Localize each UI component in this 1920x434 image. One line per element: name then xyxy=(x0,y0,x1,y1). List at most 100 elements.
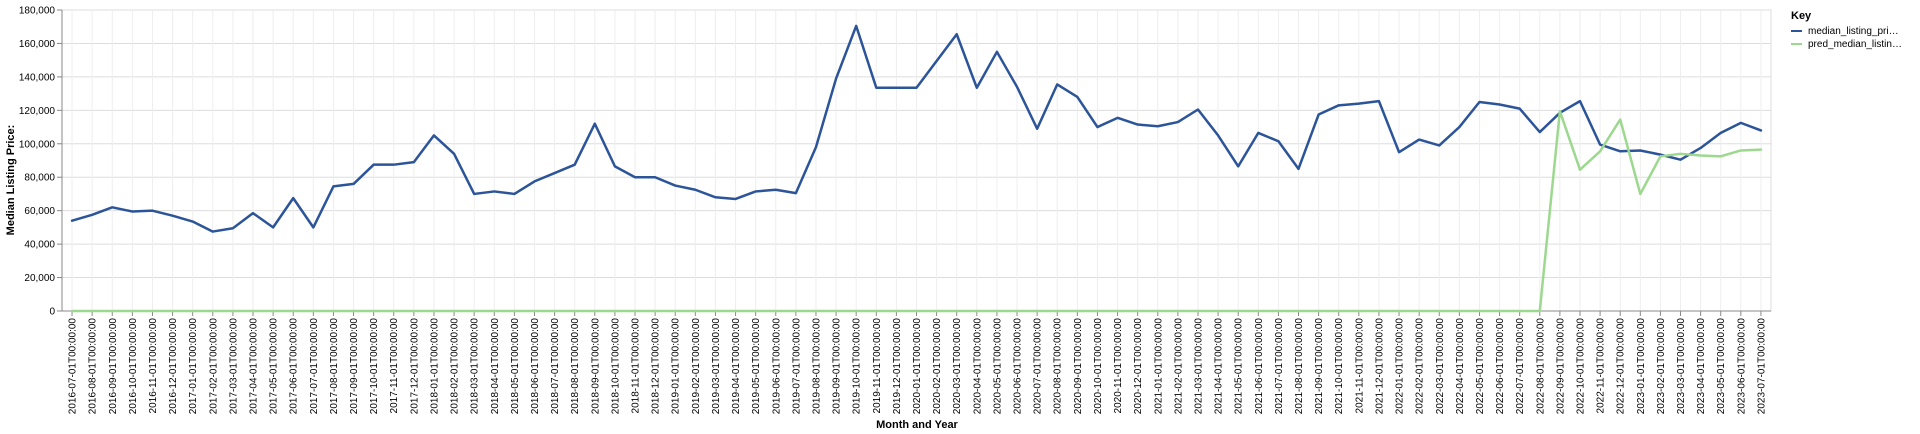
y-tick-label: 80,000 xyxy=(24,173,55,184)
x-tick-label: 2022-04-01T00:00:00 xyxy=(1455,318,1466,415)
x-tick-label: 2021-03-01T00:00:00 xyxy=(1193,318,1204,415)
x-tick-label: 2021-09-01T00:00:00 xyxy=(1314,318,1325,415)
x-tick-label: 2019-01-01T00:00:00 xyxy=(671,318,682,415)
x-tick-label: 2017-07-01T00:00:00 xyxy=(309,318,320,415)
x-tick-label: 2020-08-01T00:00:00 xyxy=(1053,318,1064,415)
x-tick-label: 2018-07-01T00:00:00 xyxy=(550,318,561,415)
series-line-pred-median-listing-price xyxy=(70,109,1763,313)
y-tick-label: 60,000 xyxy=(24,206,55,217)
x-tick-label: 2020-04-01T00:00:00 xyxy=(972,318,983,415)
x-tick-label: 2019-03-01T00:00:00 xyxy=(711,318,722,415)
x-tick-label: 2021-01-01T00:00:00 xyxy=(1153,318,1164,415)
legend-label-median-listing-price: median_listing_pri… xyxy=(1808,26,1899,37)
x-tick-label: 2022-03-01T00:00:00 xyxy=(1435,318,1446,415)
y-tick-label: 20,000 xyxy=(24,273,55,284)
legend-item-pred-median-listing-price[interactable]: pred_median_listin… xyxy=(1791,39,1902,50)
y-axis-title: Median Listing Price: xyxy=(5,125,17,236)
x-tick-label: 2023-05-01T00:00:00 xyxy=(1716,318,1727,415)
y-tick-label: 180,000 xyxy=(19,6,56,17)
x-tick-label: 2016-09-01T00:00:00 xyxy=(108,318,119,415)
x-tick-label: 2020-12-01T00:00:00 xyxy=(1133,318,1144,415)
x-tick-label: 2017-05-01T00:00:00 xyxy=(269,318,280,415)
x-tick-label: 2019-10-01T00:00:00 xyxy=(852,318,863,415)
axes: 0 20,000 40,000 60,000 80,000 100,000 120,000 1… xyxy=(19,6,1771,415)
x-tick-label: 2022-10-01T00:00:00 xyxy=(1575,318,1586,415)
x-tick-label: 2019-09-01T00:00:00 xyxy=(832,318,843,415)
x-tick-label: 2022-11-01T00:00:00 xyxy=(1596,318,1607,414)
y-tick-label: 160,000 xyxy=(19,39,56,50)
y-tick-label: 0 xyxy=(49,307,55,318)
x-tick-label: 2017-06-01T00:00:00 xyxy=(289,318,300,415)
x-tick-label: 2022-01-01T00:00:00 xyxy=(1395,318,1406,415)
x-tick-label: 2020-07-01T00:00:00 xyxy=(1033,318,1044,415)
x-tick-label: 2016-07-01T00:00:00 xyxy=(68,318,79,415)
x-tick-label: 2018-04-01T00:00:00 xyxy=(490,318,501,415)
x-tick-label: 2023-01-01T00:00:00 xyxy=(1636,318,1647,415)
x-tick-label: 2018-02-01T00:00:00 xyxy=(450,318,461,415)
x-tick-label: 2021-05-01T00:00:00 xyxy=(1234,318,1245,415)
x-tick-label: 2022-12-01T00:00:00 xyxy=(1616,318,1627,415)
x-tick-label: 2023-06-01T00:00:00 xyxy=(1736,318,1747,415)
x-tick-label: 2018-10-01T00:00:00 xyxy=(610,318,621,415)
x-tick-label: 2019-04-01T00:00:00 xyxy=(731,318,742,415)
x-tick-label: 2017-08-01T00:00:00 xyxy=(329,318,340,415)
x-tick-label: 2020-10-01T00:00:00 xyxy=(1093,318,1104,415)
x-tick-label: 2020-05-01T00:00:00 xyxy=(992,318,1003,415)
x-tick-label: 2017-11-01T00:00:00 xyxy=(389,318,400,414)
legend: Key median_listing_pri… pred_median_list… xyxy=(1791,10,1902,50)
x-tick-label: 2022-05-01T00:00:00 xyxy=(1475,318,1486,415)
x-tick-label: 2019-07-01T00:00:00 xyxy=(791,318,802,415)
x-tick-label: 2022-06-01T00:00:00 xyxy=(1495,318,1506,415)
x-tick-label: 2020-06-01T00:00:00 xyxy=(1013,318,1024,415)
x-tick-label: 2018-03-01T00:00:00 xyxy=(470,318,481,415)
legend-label-pred-median-listing-price: pred_median_listin… xyxy=(1808,39,1902,50)
x-tick-label: 2018-09-01T00:00:00 xyxy=(590,318,601,415)
x-tick-label: 2021-04-01T00:00:00 xyxy=(1214,318,1225,415)
x-tick-label: 2023-02-01T00:00:00 xyxy=(1656,318,1667,415)
x-tick-label: 2021-08-01T00:00:00 xyxy=(1294,318,1305,415)
x-axis-title: Month and Year xyxy=(876,419,958,431)
y-tick-label: 120,000 xyxy=(19,106,56,117)
x-tick-label: 2023-04-01T00:00:00 xyxy=(1696,318,1707,415)
x-tick-label: 2021-11-01T00:00:00 xyxy=(1354,318,1365,414)
series-line-median-listing-price xyxy=(70,24,1763,233)
x-tick-label: 2020-11-01T00:00:00 xyxy=(1113,318,1124,414)
x-tick-label: 2017-02-01T00:00:00 xyxy=(208,318,219,415)
x-tick-label: 2018-11-01T00:00:00 xyxy=(631,318,642,414)
x-tick-label: 2018-06-01T00:00:00 xyxy=(530,318,541,415)
x-tick-label: 2018-01-01T00:00:00 xyxy=(429,318,440,415)
grid-lines xyxy=(61,9,1772,312)
x-tick-label: 2021-07-01T00:00:00 xyxy=(1274,318,1285,415)
x-tick-label: 2020-02-01T00:00:00 xyxy=(932,318,943,415)
x-tick-label: 2021-10-01T00:00:00 xyxy=(1334,318,1345,415)
x-tick-label: 2019-12-01T00:00:00 xyxy=(892,318,903,415)
x-tick-label: 2016-12-01T00:00:00 xyxy=(168,318,179,415)
x-tick-label: 2017-03-01T00:00:00 xyxy=(228,318,239,415)
x-tick-label: 2023-03-01T00:00:00 xyxy=(1676,318,1687,415)
x-tick-label: 2019-06-01T00:00:00 xyxy=(771,318,782,415)
x-tick-label: 2017-12-01T00:00:00 xyxy=(409,318,420,415)
series-lines xyxy=(70,24,1763,313)
x-tick-label: 2018-08-01T00:00:00 xyxy=(570,318,581,415)
x-tick-label: 2020-03-01T00:00:00 xyxy=(952,318,963,415)
x-tick-label: 2016-10-01T00:00:00 xyxy=(128,318,139,415)
x-tick-label: 2019-08-01T00:00:00 xyxy=(811,318,822,415)
x-tick-label: 2022-02-01T00:00:00 xyxy=(1415,318,1426,415)
x-tick-label: 2022-09-01T00:00:00 xyxy=(1555,318,1566,415)
y-tick-label: 40,000 xyxy=(24,240,55,251)
x-tick-label: 2019-11-01T00:00:00 xyxy=(872,318,883,414)
x-tick-label: 2017-01-01T00:00:00 xyxy=(188,318,199,415)
y-tick-label: 140,000 xyxy=(19,72,56,83)
x-tick-label: 2022-08-01T00:00:00 xyxy=(1535,318,1546,415)
legend-item-median-listing-price[interactable]: median_listing_pri… xyxy=(1791,26,1899,37)
x-tick-label: 2018-12-01T00:00:00 xyxy=(651,318,662,415)
x-tick-label: 2020-01-01T00:00:00 xyxy=(912,318,923,415)
x-tick-label: 2021-06-01T00:00:00 xyxy=(1254,318,1265,415)
x-tick-label: 2021-02-01T00:00:00 xyxy=(1173,318,1184,415)
legend-title: Key xyxy=(1791,10,1812,22)
x-tick-label: 2020-09-01T00:00:00 xyxy=(1073,318,1084,415)
x-tick-label: 2019-02-01T00:00:00 xyxy=(691,318,702,415)
x-tick-label: 2016-08-01T00:00:00 xyxy=(88,318,99,415)
